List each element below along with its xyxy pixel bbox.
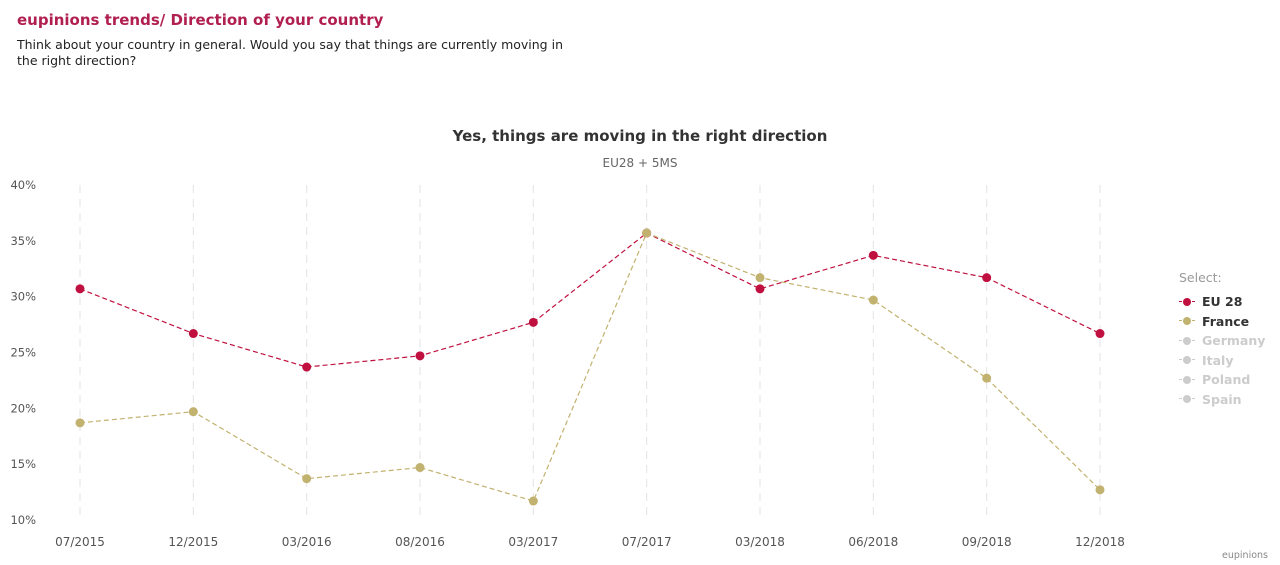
data-point-1 — [75, 418, 85, 428]
data-point-0 — [1095, 329, 1105, 339]
x-tick-label: 12/2018 — [1075, 535, 1125, 549]
series-lines — [79, 232, 1101, 502]
legend-label: Poland — [1202, 372, 1251, 388]
series-line-0 — [79, 232, 1101, 368]
data-point-0 — [415, 351, 425, 361]
data-point-1 — [982, 373, 992, 383]
series-line-1 — [79, 232, 1101, 502]
data-point-0 — [302, 362, 312, 372]
legend-title: Select: — [1179, 270, 1222, 285]
data-point-0 — [755, 284, 765, 294]
legend-marker-icon — [1179, 394, 1195, 404]
legend-label: Spain — [1202, 391, 1242, 407]
legend-item-poland[interactable]: Poland — [1179, 370, 1265, 390]
data-point-1 — [528, 496, 538, 506]
y-axis: 10% 15% 20% 25% 30% 35% 40% — [10, 178, 36, 527]
x-tick-label: 12/2015 — [168, 535, 218, 549]
data-point-1 — [415, 463, 425, 473]
legend-marker-icon — [1179, 375, 1195, 385]
x-tick-label: 03/2017 — [508, 535, 558, 549]
chart-subtitle: EU28 + 5MS — [602, 156, 678, 170]
y-tick-label: 10% — [10, 513, 36, 527]
x-tick-label: 03/2016 — [282, 535, 332, 549]
legend-label: EU 28 — [1202, 294, 1243, 310]
page-subtitle: Think about your country in general. Wou… — [17, 37, 563, 68]
legend-marker-icon — [1179, 336, 1195, 346]
legend-item-france[interactable]: France — [1179, 312, 1265, 332]
series-points — [75, 228, 1105, 506]
legend-label: Italy — [1202, 352, 1234, 368]
legend-item-spain[interactable]: Spain — [1179, 390, 1265, 410]
y-tick-label: 15% — [10, 457, 36, 471]
x-tick-label: 09/2018 — [962, 535, 1012, 549]
legend-item-eu28[interactable]: EU 28 — [1179, 292, 1265, 312]
y-tick-label: 25% — [10, 346, 36, 360]
credit-text: eupinions — [1222, 550, 1268, 561]
data-point-0 — [528, 317, 538, 327]
x-tick-label: 07/2015 — [55, 535, 105, 549]
y-tick-label: 35% — [10, 234, 36, 248]
legend: Select: EU 28 France Germany Italy Polan… — [1179, 270, 1265, 409]
data-point-1 — [642, 228, 652, 238]
x-axis: 07/2015 12/2015 03/2016 08/2016 03/2017 07/20… — [55, 535, 1125, 549]
legend-marker-icon — [1179, 297, 1195, 307]
legend-item-germany[interactable]: Germany — [1179, 331, 1265, 351]
data-point-1 — [868, 295, 878, 305]
data-point-1 — [188, 407, 198, 417]
legend-label: Germany — [1202, 333, 1266, 349]
legend-label: France — [1202, 313, 1250, 329]
legend-item-italy[interactable]: Italy — [1179, 351, 1265, 371]
data-point-0 — [868, 250, 878, 260]
y-tick-label: 40% — [10, 178, 36, 192]
x-tick-label: 06/2018 — [848, 535, 898, 549]
data-point-1 — [302, 474, 312, 484]
data-point-0 — [188, 329, 198, 339]
grid-lines — [79, 185, 1101, 520]
data-point-0 — [982, 273, 992, 283]
legend-marker-icon — [1179, 316, 1195, 326]
y-tick-label: 30% — [10, 290, 36, 304]
x-tick-label: 07/2017 — [622, 535, 672, 549]
data-point-1 — [755, 273, 765, 283]
data-point-1 — [1095, 485, 1105, 495]
legend-marker-icon — [1179, 355, 1195, 365]
chart-title: Yes, things are moving in the right dire… — [452, 127, 828, 145]
data-point-0 — [75, 284, 85, 294]
x-tick-label: 08/2016 — [395, 535, 445, 549]
y-tick-label: 20% — [10, 401, 36, 415]
x-tick-label: 03/2018 — [735, 535, 785, 549]
page-title: eupinions trends/ Direction of your coun… — [17, 11, 384, 29]
